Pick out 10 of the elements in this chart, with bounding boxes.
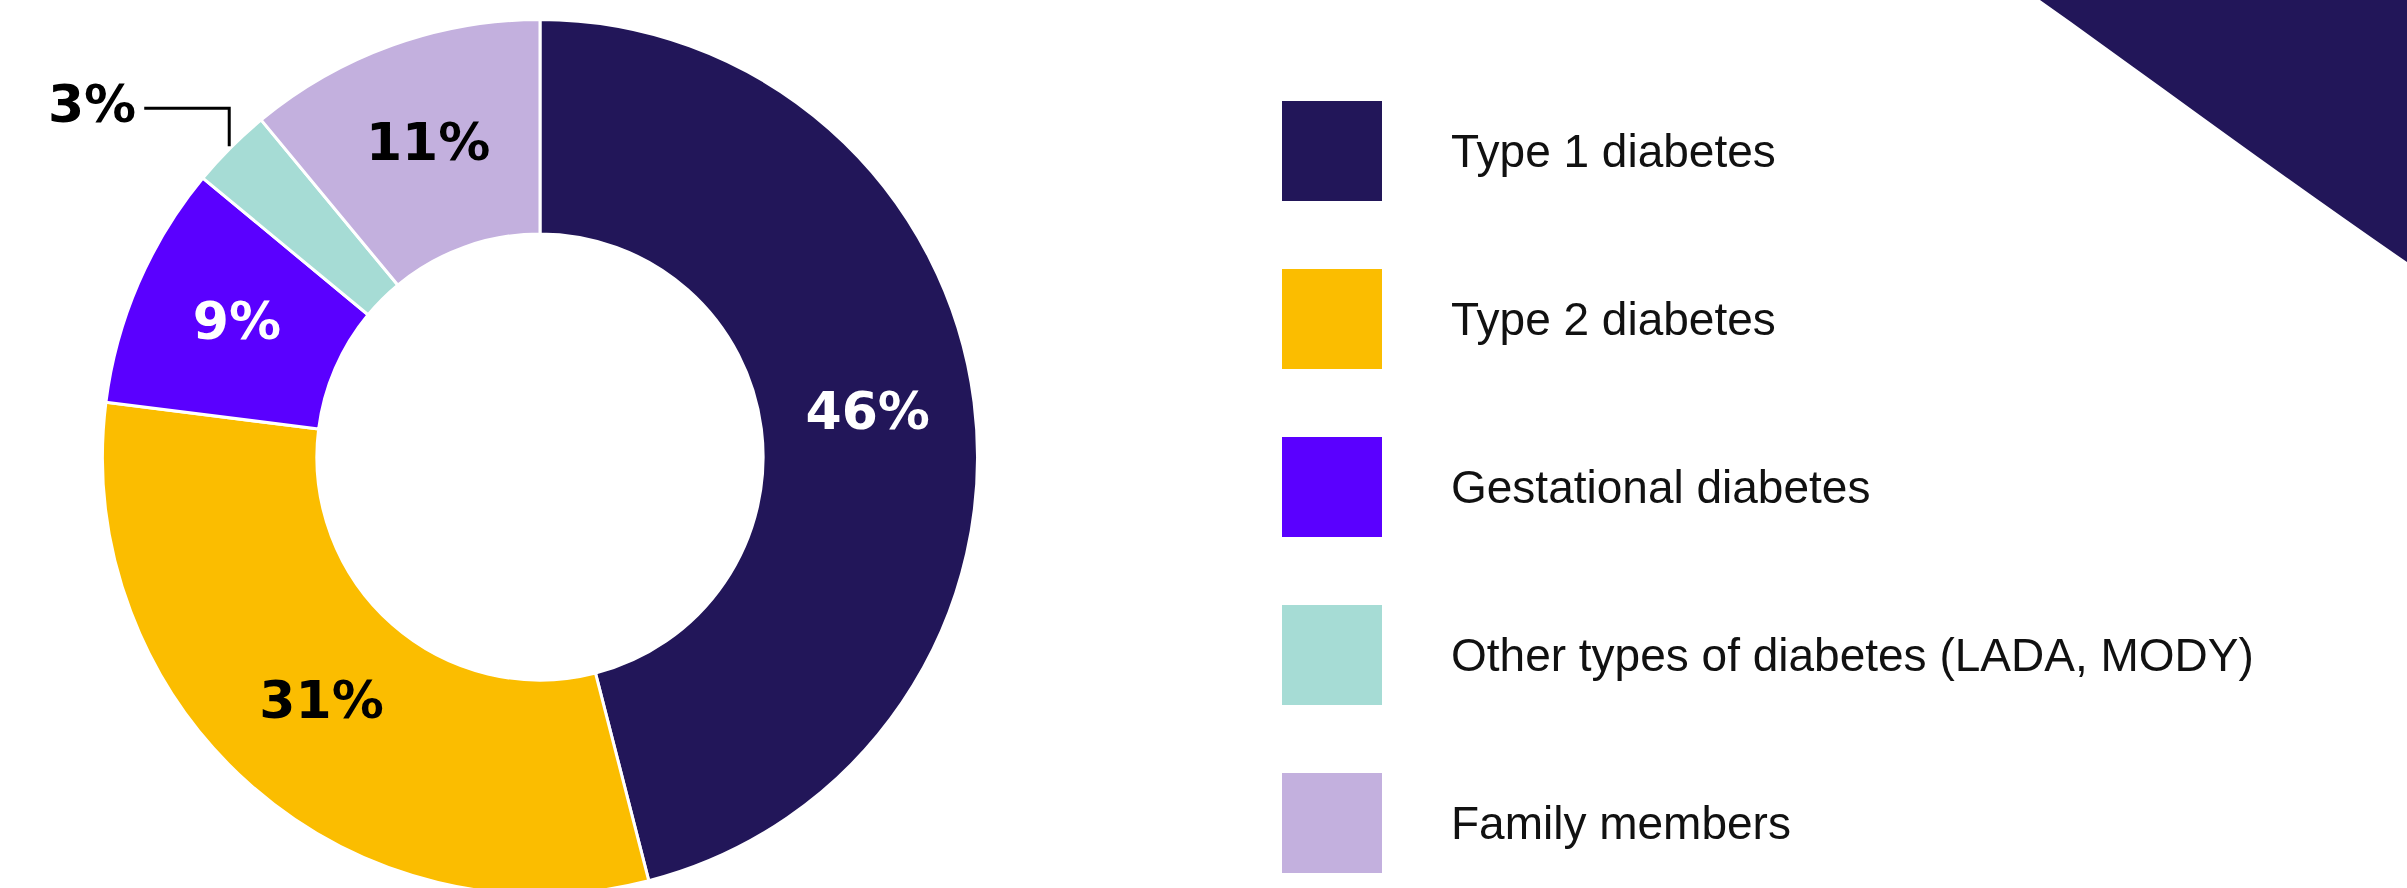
- legend-label: Family members: [1451, 797, 1791, 849]
- data-label: 11%: [365, 111, 491, 172]
- data-label: 46%: [805, 381, 930, 442]
- legend-label: Gestational diabetes: [1451, 461, 1871, 513]
- data-label: 3%: [47, 73, 137, 134]
- legend-label: Type 1 diabetes: [1451, 125, 1776, 177]
- legend-label: Type 2 diabetes: [1451, 293, 1776, 345]
- data-label: 31%: [259, 670, 384, 731]
- data-label: 9%: [192, 291, 281, 352]
- legend-label: Other types of diabetes (LADA, MODY): [1451, 629, 2254, 681]
